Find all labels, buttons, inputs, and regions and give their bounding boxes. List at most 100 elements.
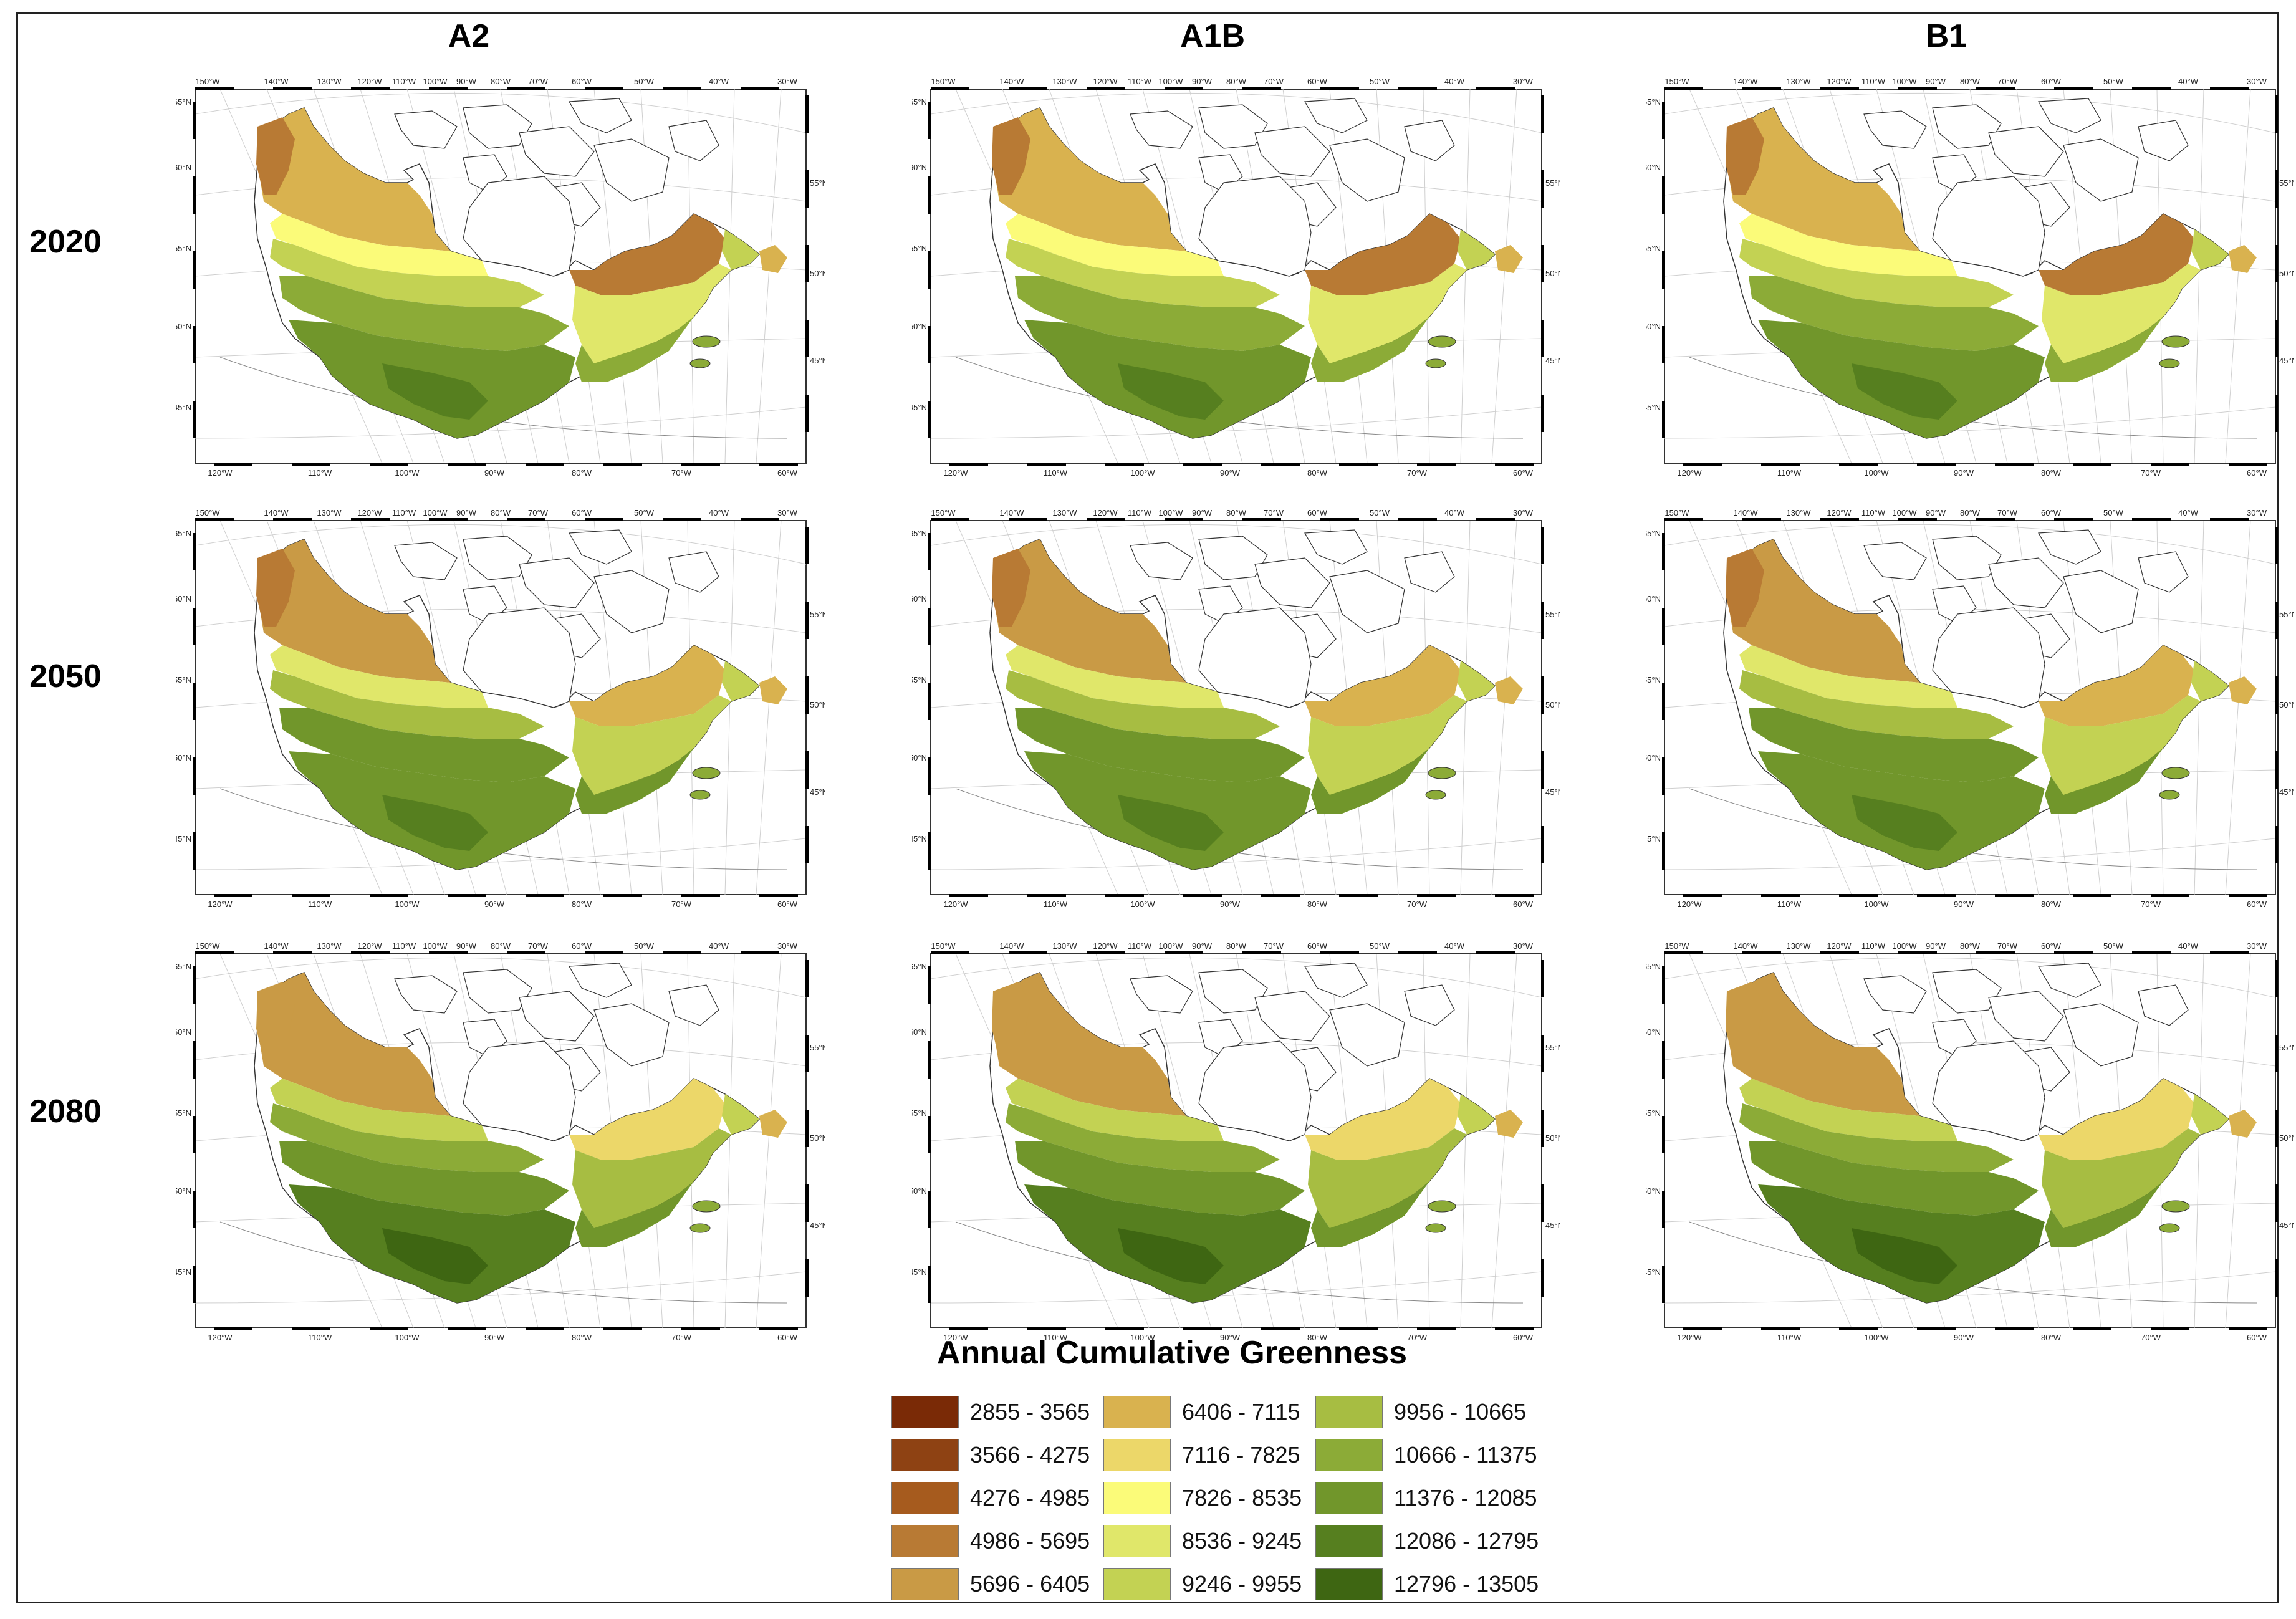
island-shape <box>519 557 595 608</box>
greenness-zone <box>572 1128 731 1228</box>
greenness-zone <box>2045 317 2163 382</box>
longitude-label-bottom: 110°W <box>1777 900 1802 909</box>
legend-swatch <box>1315 1438 1383 1471</box>
longitude-label-top: 110°W <box>1128 941 1152 951</box>
greenness-zone <box>1726 117 1764 195</box>
longitude-label-top: 80°W <box>1226 941 1247 951</box>
lakes <box>1425 767 1456 800</box>
longitude-label-top: 60°W <box>572 77 592 86</box>
legend-label: 10666 - 11375 <box>1394 1441 1537 1468</box>
column-title-b1: B1 <box>1925 18 1967 54</box>
greenness-zone <box>2039 214 2194 295</box>
longitude-label-top: 90°W <box>1192 941 1213 951</box>
greenness-zone <box>2045 1181 2163 1247</box>
legend-swatch <box>891 1524 959 1557</box>
island-shape <box>668 984 719 1026</box>
latitude-label-left: 45°N <box>1646 403 1661 412</box>
hudson-bay <box>463 607 576 708</box>
legend-label: 5696 - 6405 <box>970 1570 1090 1597</box>
latitude-label-right: 50°N <box>2279 269 2294 278</box>
greenness-zone <box>270 670 544 739</box>
longitude-label-bottom: 110°W <box>308 1333 332 1342</box>
greenness-zone <box>1311 317 1429 382</box>
greenness-zone <box>1305 214 1461 295</box>
greenness-zone <box>256 982 295 1060</box>
island-shape <box>1198 969 1268 1014</box>
longitude-label-top: 70°W <box>1997 77 2018 86</box>
longitude-label-top: 30°W <box>2247 941 2267 951</box>
longitude-label-top: 40°W <box>709 508 729 517</box>
latitude-label-left: 55°N <box>912 1108 927 1118</box>
longitude-label-bottom: 70°W <box>1407 468 1428 478</box>
legend-title: Annual Cumulative Greenness <box>936 1335 1408 1371</box>
longitude-label-bottom: 70°W <box>2141 468 2161 478</box>
row-title-2080: 2080 <box>29 1093 102 1130</box>
greenness-zone <box>569 645 725 726</box>
longitude-label-top: 50°W <box>634 508 655 517</box>
longitude-label-bottom: 120°W <box>1677 468 1702 478</box>
longitude-label-top: 110°W <box>1128 77 1152 86</box>
longitude-label-top: 80°W <box>491 77 511 86</box>
island-shape <box>569 529 632 565</box>
map-panel-b1-2080: 150°W 140°W 130°W 120°W 110°W 100°W 90°W 80°W 70… <box>1643 938 2296 1343</box>
greenness-zone <box>993 108 1186 251</box>
greenness-zone <box>759 676 787 704</box>
island-shape <box>1988 126 2064 177</box>
lakes <box>689 767 721 800</box>
latitude-label-right: 45°N <box>1545 787 1560 797</box>
longitude-label-top: 130°W <box>1786 941 1811 951</box>
latitude-label-right: 50°N <box>810 1133 825 1143</box>
legend-item: 9956 - 10665 <box>1315 1390 1540 1433</box>
frame-ticks <box>1662 518 2278 897</box>
greenness-zone <box>257 973 451 1116</box>
longitude-label-top: 110°W <box>392 508 416 517</box>
greenness-zones <box>256 973 787 1303</box>
longitude-label-bottom: 90°W <box>1220 1333 1241 1342</box>
latitude-label-left: 60°N <box>912 1027 927 1037</box>
longitude-label-top: 60°W <box>1307 941 1328 951</box>
longitude-label-bottom: 70°W <box>1407 1333 1428 1342</box>
greenness-zone <box>257 108 451 251</box>
legend-swatch <box>1103 1481 1171 1514</box>
legend-swatch <box>1103 1438 1171 1471</box>
lakes <box>689 335 721 368</box>
greenness-zone <box>1726 982 1764 1060</box>
latitude-label-right: 45°N <box>1545 356 1560 365</box>
longitude-label-top: 50°W <box>634 941 655 951</box>
longitude-label-top: 150°W <box>195 77 220 86</box>
latitude-label-right: 50°N <box>1545 269 1560 278</box>
greenness-zone <box>270 239 544 307</box>
legend-swatch <box>1103 1524 1171 1557</box>
longitude-label-top: 120°W <box>1827 508 1852 517</box>
latitude-label-left: 65°N <box>176 97 191 107</box>
latitude-label-left: 65°N <box>912 97 927 107</box>
greenness-zone <box>2191 229 2229 270</box>
legend-label: 9956 - 10665 <box>1394 1398 1527 1424</box>
island-shape <box>2138 120 2189 161</box>
island-shape <box>593 570 670 633</box>
latitude-label-left: 55°N <box>176 1108 191 1118</box>
latitude-label-left: 60°N <box>176 163 191 172</box>
longitude-label-top: 120°W <box>357 77 382 86</box>
longitude-label-bottom: 100°W <box>1130 900 1155 909</box>
greenness-zone <box>1749 276 2039 351</box>
map-svg: 150°W 140°W 130°W 120°W 110°W 100°W 90°W 80°W 70… <box>1643 508 2296 909</box>
longitude-label-top: 70°W <box>1997 508 2018 517</box>
longitude-label-top: 30°W <box>777 941 798 951</box>
island-shape <box>519 126 595 177</box>
greenness-zone <box>1727 539 1920 683</box>
latitude-label-left: 50°N <box>176 753 191 762</box>
longitude-label-top: 110°W <box>1861 508 1886 517</box>
legend-label: 7826 - 8535 <box>1182 1484 1302 1511</box>
legend-swatch <box>891 1481 959 1514</box>
greenness-zone <box>1727 108 1920 251</box>
greenness-zone <box>993 539 1186 683</box>
island-shape <box>463 536 532 580</box>
greenness-zone <box>2042 1128 2201 1228</box>
hudson-bay <box>1198 607 1312 708</box>
legend-label: 4276 - 4985 <box>970 1484 1090 1511</box>
longitude-label-top: 140°W <box>264 941 289 951</box>
island-shape <box>593 138 670 202</box>
longitude-label-bottom: 70°W <box>2141 900 2161 909</box>
legend-label: 11376 - 12085 <box>1394 1484 1537 1511</box>
